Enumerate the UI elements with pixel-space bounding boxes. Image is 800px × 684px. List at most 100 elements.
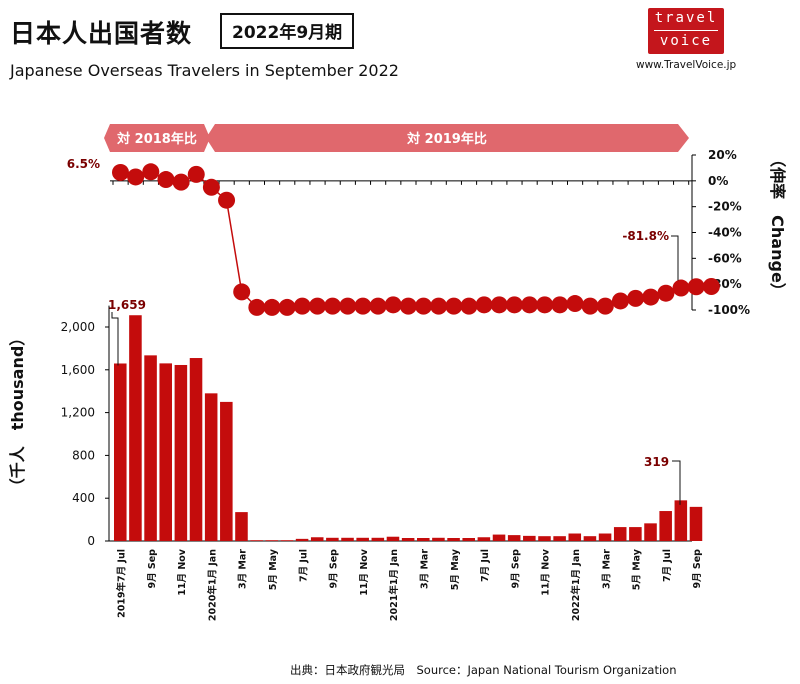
bar-axis-title: （千人 thousand）	[8, 330, 27, 495]
change-point	[339, 297, 357, 315]
bar	[280, 540, 294, 541]
bar-x-tick-label: 3月 Mar	[238, 549, 249, 589]
bar	[310, 537, 324, 541]
change-point	[369, 297, 387, 315]
bar-y-tick-label: 2,000	[61, 320, 95, 334]
change-last-leader	[671, 235, 679, 281]
change-point	[536, 296, 554, 314]
bar	[204, 393, 218, 541]
page-title: 日本人出国者数	[10, 19, 193, 48]
travelvoice-logo[interactable]: travel voice	[648, 8, 724, 54]
bar	[386, 536, 400, 541]
change-point	[263, 298, 281, 316]
banner-2018-label: 対 2018年比	[116, 131, 197, 147]
bar	[250, 540, 263, 541]
bar	[613, 527, 627, 541]
change-point	[430, 297, 448, 315]
logo-line2: voice	[659, 33, 713, 49]
change-point	[490, 296, 508, 314]
change-point	[202, 178, 220, 196]
bar	[523, 535, 536, 541]
bar	[659, 511, 672, 541]
bar-x-tick-label: 2022年1月 Jan	[570, 549, 582, 621]
bar-x-tick-label: 2020年1月 Jan	[206, 549, 218, 621]
bar	[553, 536, 566, 541]
bar	[507, 535, 521, 541]
logo-line1: travel	[654, 10, 718, 26]
bar	[432, 537, 445, 541]
bar	[326, 537, 339, 541]
change-point	[460, 297, 478, 315]
change-point	[142, 163, 160, 181]
change-point	[596, 297, 614, 315]
bar-y-tick-label: 1,600	[61, 363, 95, 377]
bar	[598, 533, 612, 541]
bar	[220, 401, 233, 541]
period-badge: 2022年9月期	[220, 13, 355, 49]
change-point	[672, 279, 690, 297]
bar	[295, 538, 309, 541]
change-point	[127, 168, 145, 186]
bar-y-tick-label: 800	[72, 448, 95, 462]
change-point	[581, 297, 599, 315]
bar-last-label: 319	[644, 455, 669, 469]
bar-y-tick-label: 0	[87, 534, 95, 548]
bar-x-tick-label: 2021年1月 Jan	[388, 549, 400, 621]
bar-x-tick-label: 3月 Mar	[420, 549, 431, 589]
change-point	[551, 296, 569, 314]
change-point	[293, 297, 311, 315]
change-point	[415, 297, 432, 315]
bar-x-tick-label: 9月 Sep	[147, 549, 158, 589]
change-point	[566, 295, 584, 313]
bar-x-tick-label: 9月 Sep	[329, 549, 340, 589]
bar-x-tick-label: 11月 Nov	[177, 548, 188, 596]
bar-x-tick-label: 11月 Nov	[359, 548, 370, 596]
bar-first-label: 1,659	[108, 298, 146, 312]
bar-x-tick-label: 5月 May	[450, 548, 461, 590]
bar-x-tick-label: 9月 Sep	[692, 549, 703, 589]
change-y-tick-label: -40%	[708, 226, 742, 240]
bar	[417, 538, 430, 541]
bar	[356, 537, 369, 541]
bar	[674, 500, 688, 541]
bar-x-tick-label: 9月 Sep	[510, 549, 521, 589]
bar	[568, 533, 582, 541]
change-point	[308, 297, 326, 315]
change-point	[187, 165, 205, 183]
bar	[462, 538, 475, 541]
change-y-tick-label: -20%	[708, 200, 742, 214]
bar	[235, 512, 248, 541]
bar	[159, 363, 172, 541]
banner-2019	[206, 124, 689, 152]
change-point	[505, 296, 523, 314]
bar	[341, 537, 354, 541]
banner-2019-label: 対 2019年比	[406, 131, 487, 147]
logo-divider	[654, 30, 718, 31]
bar	[371, 537, 385, 541]
change-point	[384, 296, 402, 314]
change-point	[354, 297, 372, 315]
bar	[477, 537, 491, 541]
bar	[644, 523, 657, 541]
change-point	[112, 163, 129, 181]
change-point	[657, 284, 675, 302]
bar-first-leader	[111, 312, 119, 366]
bar	[189, 358, 203, 541]
bar-x-tick-label: 11月 Nov	[541, 548, 552, 596]
bar	[265, 540, 279, 541]
banner-2018	[104, 124, 210, 152]
change-point	[399, 297, 417, 315]
logo-url[interactable]: www.TravelVoice.jp	[636, 59, 737, 71]
change-point	[248, 298, 266, 316]
change-point	[218, 191, 236, 209]
change-y-tick-label: -60%	[708, 251, 742, 265]
source-note: 出典：日本政府観光局 Source：Japan National Tourism…	[290, 663, 677, 677]
change-point	[702, 277, 720, 295]
change-point	[324, 297, 342, 315]
bar-x-tick-label: 7月 Jul	[298, 549, 309, 582]
bar-x-tick-label: 5月 May	[268, 548, 279, 590]
change-point	[475, 296, 493, 314]
change-point	[642, 288, 660, 306]
bar-x-tick-label: 3月 Mar	[601, 549, 612, 589]
